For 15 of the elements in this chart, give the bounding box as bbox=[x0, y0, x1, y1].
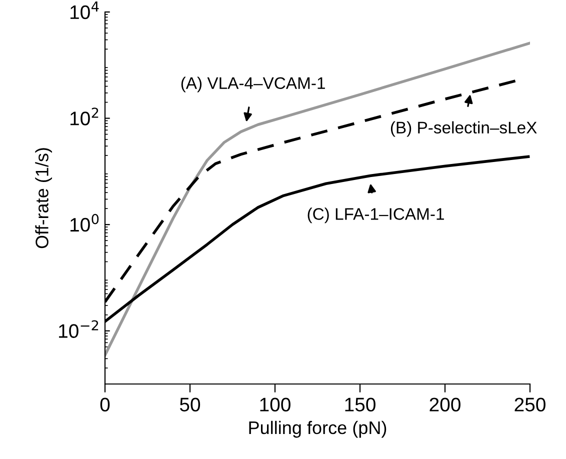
x-axis-title: Pulling force (pN) bbox=[249, 420, 386, 438]
y-tick-label: 10$^{4}$ bbox=[70, 2, 99, 20]
annotation: (A) VLA-4–VCAM-1 bbox=[181, 76, 325, 92]
x-tick-label: 200 bbox=[430, 398, 460, 412]
x-tick-label: 50 bbox=[180, 398, 200, 412]
x-tick-label: 150 bbox=[345, 398, 376, 412]
y-tick-label: 10$^{−2}$ bbox=[59, 320, 98, 338]
y-axis-title: Off-rate (1/s) bbox=[35, 148, 52, 248]
annotation: (C) LFA-1–ICAM-1 bbox=[308, 208, 444, 224]
y-tick-label: 10$^{0}$ bbox=[70, 214, 99, 232]
x-tick-label: 250 bbox=[514, 398, 546, 412]
x-tick-label: 0 bbox=[100, 398, 110, 412]
y-tick-label: 10$^{2}$ bbox=[70, 108, 98, 126]
x-tick-label: 100 bbox=[260, 398, 290, 412]
annotation: (B) P-selectin–sLeX bbox=[390, 121, 537, 137]
